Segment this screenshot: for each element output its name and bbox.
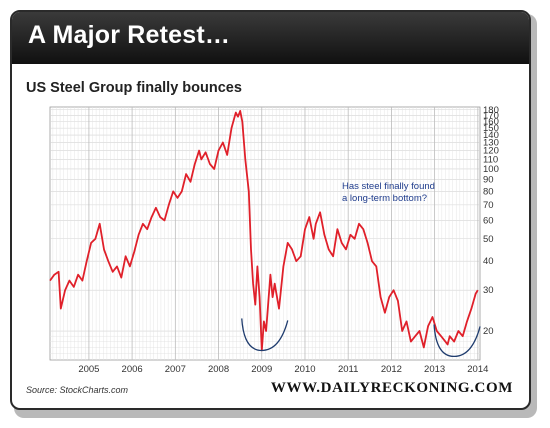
brand-url: WWW.DAILYRECKONING.COM — [270, 380, 513, 396]
y-tick-label: 170 — [483, 111, 499, 122]
annotation-line-1: Has steel finally found — [342, 181, 435, 192]
y-tick-label: 180 — [483, 105, 499, 116]
stock-chart: 20 30 40 50 60 70 8090100110120130140150160170… — [49, 105, 499, 375]
x-tick-label: 2011 — [338, 364, 358, 375]
x-tick-label: 2010 — [294, 364, 315, 375]
title-banner: A Major Retest… — [12, 12, 529, 64]
y-tick-label: 70 — [483, 200, 494, 211]
y-tick-label: 160 — [483, 117, 499, 128]
x-tick-label: 2008 — [208, 364, 229, 375]
x-tick-label: 2014 — [467, 364, 488, 375]
chart-card: A Major Retest… US Steel Group finally b… — [10, 10, 531, 410]
x-tick-label: 2013 — [424, 364, 445, 375]
y-tick-label: 110 — [483, 154, 498, 165]
x-tick-label: 2006 — [122, 364, 143, 375]
y-tick-label: 50 — [483, 234, 494, 245]
y-tick-label: 20 — [483, 326, 494, 337]
y-tick-label: 130 — [483, 138, 499, 149]
y-tick-label: 90 — [483, 175, 494, 186]
x-tick-label: 2007 — [165, 364, 186, 375]
bottom-highlight-arc — [433, 324, 481, 358]
x-tick-label: 2012 — [381, 364, 402, 375]
y-tick-label: 150 — [483, 123, 499, 134]
price-line — [49, 110, 479, 352]
x-tick-label: 2009 — [251, 364, 272, 375]
y-tick-label: 120 — [483, 146, 499, 157]
y-tick-label: 80 — [483, 186, 494, 197]
banner-title: A Major Retest… — [28, 21, 231, 49]
bottom-highlight-arc — [241, 318, 289, 352]
y-tick-label: 60 — [483, 215, 494, 226]
y-tick-label: 40 — [483, 256, 494, 267]
annotation-line-2: a long-term bottom? — [342, 193, 427, 204]
y-tick-label: 100 — [483, 164, 499, 175]
source-credit: Source: StockCharts.com — [26, 385, 129, 395]
plot-area — [49, 106, 481, 361]
y-tick-label: 30 — [483, 285, 494, 296]
x-tick-label: 2005 — [78, 364, 99, 375]
chart-title: US Steel Group finally bounces — [26, 80, 242, 96]
y-tick-label: 140 — [483, 130, 499, 141]
